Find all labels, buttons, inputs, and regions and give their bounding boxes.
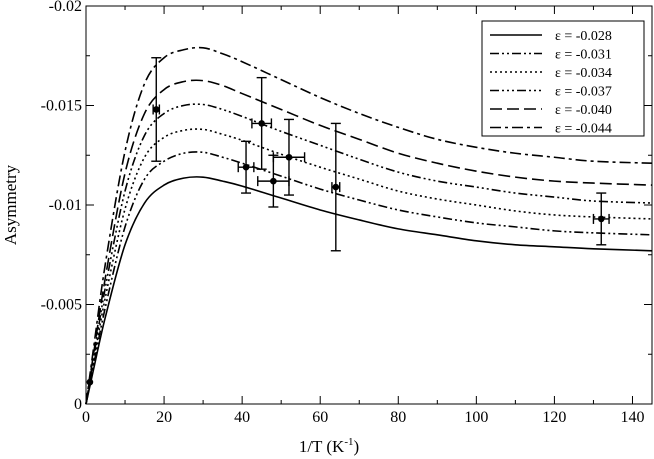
legend-label-4: ε = -0.040 (555, 103, 612, 118)
data-point-marker (152, 106, 160, 113)
y-tick-label: 0 (74, 396, 82, 413)
data-point-marker (258, 120, 265, 127)
series-line-5 (85, 46, 653, 405)
data-point-marker (86, 378, 94, 386)
y-tick-labels: 0 -0.005 -0.01 -0.015 -0.02 (41, 0, 82, 413)
plot-area (85, 5, 653, 405)
x-tick-label: 80 (390, 409, 406, 426)
legend: ε = -0.028 ε = -0.031 ε = -0.034 ε = -0.037… (481, 20, 645, 137)
data-point (272, 118, 306, 196)
legend-label-5: ε = -0.044 (555, 122, 612, 137)
data-point-marker (332, 183, 340, 191)
data-point (86, 378, 94, 386)
y-tick-label: -0.01 (49, 197, 82, 214)
x-tick-label: 40 (234, 409, 250, 426)
series-curves (85, 46, 653, 405)
y-tick-label: -0.02 (49, 0, 82, 15)
series-line-3 (85, 103, 653, 405)
axis-ticks (85, 5, 652, 405)
x-tick-label: 60 (312, 409, 328, 426)
measurement-points (86, 57, 610, 386)
x-axis-title-sup: -1 (344, 436, 353, 448)
data-point (330, 122, 341, 252)
data-point (251, 76, 273, 170)
data-point-marker (270, 177, 277, 185)
legend-label-2: ε = -0.034 (555, 66, 612, 81)
data-point (592, 192, 610, 246)
series-line-4 (85, 79, 653, 405)
x-axis-title: 1/T (K-1) (299, 436, 359, 456)
data-point-marker (242, 163, 250, 171)
data-point-marker (597, 215, 605, 223)
series-line-0 (85, 176, 653, 405)
x-axis-title-close: ) (354, 437, 360, 456)
y-tick-label: -0.005 (41, 297, 82, 314)
x-tick-label: 140 (620, 409, 644, 426)
legend-box (481, 20, 645, 137)
series-line-1 (85, 151, 653, 405)
x-tick-label: 120 (542, 409, 566, 426)
data-point (151, 57, 162, 162)
legend-label-0: ε = -0.028 (555, 29, 612, 44)
data-point (237, 140, 255, 194)
y-axis-title: Asymmetry (1, 164, 20, 245)
legend-label-1: ε = -0.031 (555, 48, 612, 63)
x-tick-label: 0 (82, 409, 90, 426)
y-tick-label: -0.015 (41, 98, 82, 115)
legend-label-3: ε = -0.037 (555, 85, 612, 100)
x-axis-title-main: 1/T (K (299, 437, 345, 456)
x-tick-label: 20 (156, 409, 172, 426)
x-tick-label: 100 (464, 409, 488, 426)
series-line-2 (85, 128, 653, 405)
x-tick-labels: 0 20 40 60 80 100 120 140 (82, 409, 644, 426)
data-point-marker (285, 153, 293, 161)
